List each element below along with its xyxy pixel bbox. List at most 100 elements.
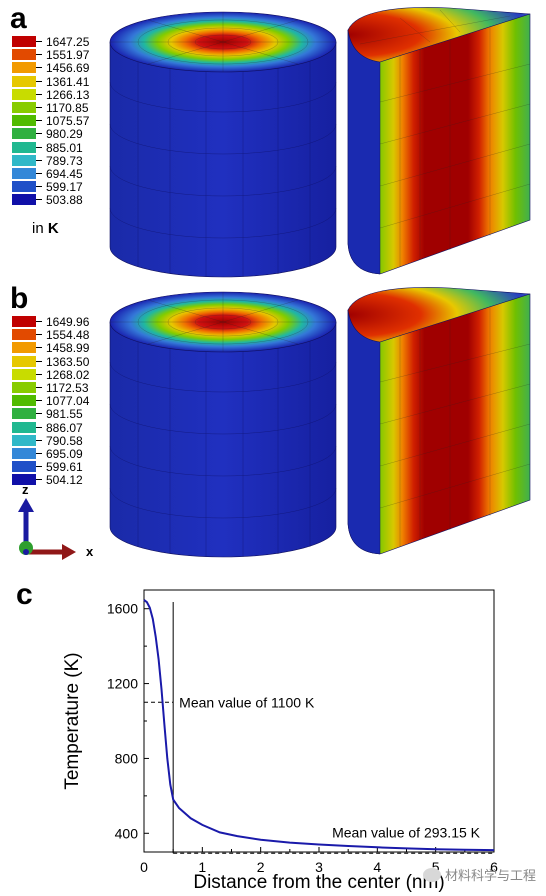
legend-swatch bbox=[12, 355, 36, 367]
legend-swatch bbox=[12, 115, 36, 127]
x-tick-label: 6 bbox=[490, 859, 498, 875]
legend-unit: in K bbox=[32, 220, 59, 237]
legend-swatch bbox=[12, 128, 36, 140]
legend-swatch bbox=[12, 194, 36, 206]
legend-value: 1458.99 bbox=[46, 341, 90, 356]
legend-value: 1077.04 bbox=[46, 394, 90, 409]
legend-value: 1170.85 bbox=[46, 101, 89, 115]
legend-swatch bbox=[12, 316, 36, 327]
legend-swatch bbox=[12, 329, 36, 341]
legend-value: 503.88 bbox=[46, 193, 83, 208]
x-tick-label: 0 bbox=[140, 859, 148, 875]
legend-tick bbox=[36, 54, 42, 56]
legend-swatch bbox=[12, 154, 36, 166]
legend-tick bbox=[36, 479, 42, 481]
legend-value: 789.73 bbox=[46, 153, 83, 168]
legend-swatch bbox=[12, 181, 36, 193]
legend-tick bbox=[36, 120, 42, 122]
y-tick-label: 800 bbox=[115, 750, 139, 766]
panel-a-label: a bbox=[10, 2, 27, 35]
legend-value: 1266.13 bbox=[46, 87, 90, 102]
plot-frame bbox=[143, 589, 495, 853]
legend-swatch bbox=[12, 36, 36, 47]
legend-tick bbox=[36, 159, 42, 161]
y-tick-label: 400 bbox=[115, 825, 139, 841]
legend-value: 1554.48 bbox=[46, 328, 90, 343]
legend-value: 694.45 bbox=[46, 167, 83, 181]
legend-tick bbox=[36, 107, 42, 108]
annotation-mean-1100: Mean value of 1100 K bbox=[179, 694, 315, 710]
legend-tick bbox=[36, 387, 42, 388]
legend-value: 1647.25 bbox=[46, 35, 90, 49]
x-tick-label: 4 bbox=[373, 859, 381, 875]
panel-b-label: b bbox=[10, 282, 29, 315]
legend-tick bbox=[36, 173, 42, 174]
axis-triad bbox=[18, 498, 76, 560]
legend-swatch bbox=[12, 88, 36, 100]
legend-swatch bbox=[12, 434, 36, 446]
legend-swatch bbox=[12, 461, 36, 473]
legend-value: 1363.50 bbox=[46, 354, 90, 369]
legend-swatch bbox=[12, 408, 36, 420]
legend-tick bbox=[36, 453, 42, 454]
legend-tick bbox=[36, 400, 42, 402]
legend-tick bbox=[36, 466, 42, 468]
legend-value: 599.61 bbox=[46, 460, 83, 475]
legend-tick bbox=[36, 426, 42, 428]
cylinder-full-a bbox=[109, 11, 337, 278]
legend-swatch bbox=[12, 168, 36, 179]
legend-tick bbox=[36, 373, 42, 375]
legend-tick bbox=[36, 41, 42, 42]
legend-swatch bbox=[12, 421, 36, 433]
x-tick-label: 1 bbox=[198, 859, 206, 875]
legend-tick bbox=[36, 321, 42, 322]
legend-tick bbox=[36, 360, 42, 362]
x-tick-label: 2 bbox=[257, 859, 265, 875]
legend-tick bbox=[36, 334, 42, 336]
legend-swatch bbox=[12, 141, 36, 153]
watermark-text: 材料科学与工程 bbox=[444, 868, 536, 883]
cylinder-full-b bbox=[109, 291, 337, 558]
wechat-icon bbox=[422, 867, 441, 882]
legend-value: 1551.97 bbox=[46, 48, 90, 63]
legend-swatch bbox=[12, 448, 36, 459]
legend-swatch bbox=[12, 342, 36, 354]
legend-swatch bbox=[12, 49, 36, 61]
legend-value: 599.17 bbox=[46, 180, 83, 195]
legend-tick bbox=[36, 347, 42, 349]
legend-value: 886.07 bbox=[46, 420, 83, 435]
temperature-series-line bbox=[143, 599, 495, 852]
legend-value: 1361.41 bbox=[46, 74, 90, 89]
legend-tick bbox=[36, 186, 42, 188]
legend-swatch bbox=[12, 75, 36, 87]
x-tick-label: 5 bbox=[432, 859, 440, 875]
x-tick-label: 3 bbox=[315, 859, 323, 875]
watermark: 材料科学与工程 bbox=[422, 865, 536, 884]
cylinder-cut-b bbox=[347, 287, 531, 555]
legend-tick bbox=[36, 133, 42, 135]
legend-swatch bbox=[12, 368, 36, 380]
triad-z-label: z bbox=[22, 482, 29, 497]
legend-value: 1172.53 bbox=[46, 381, 89, 395]
x-axis-label: Distance from the center (nm) bbox=[193, 872, 444, 893]
legend-value: 1456.69 bbox=[46, 61, 90, 76]
legend-value: 885.01 bbox=[46, 140, 83, 155]
legend-value: 1268.02 bbox=[46, 367, 90, 382]
legend-value: 695.09 bbox=[46, 447, 83, 461]
legend-value: 981.55 bbox=[46, 407, 83, 422]
annotation-mean-293: Mean value of 293.15 K bbox=[332, 824, 481, 840]
legend-swatch bbox=[12, 474, 36, 486]
legend-swatch bbox=[12, 395, 36, 407]
legend-tick bbox=[36, 199, 42, 201]
legend-tick bbox=[36, 67, 42, 69]
legend-tick bbox=[36, 80, 42, 82]
legend-tick bbox=[36, 413, 42, 415]
legend-value: 790.58 bbox=[46, 433, 83, 448]
legend-value: 504.12 bbox=[46, 473, 83, 488]
panel-c-label: c bbox=[16, 578, 33, 611]
triad-x-label: x bbox=[86, 544, 94, 559]
legend-tick bbox=[36, 146, 42, 148]
legend-swatch bbox=[12, 62, 36, 74]
legend-swatch bbox=[12, 382, 36, 393]
legend-tick bbox=[36, 439, 42, 441]
